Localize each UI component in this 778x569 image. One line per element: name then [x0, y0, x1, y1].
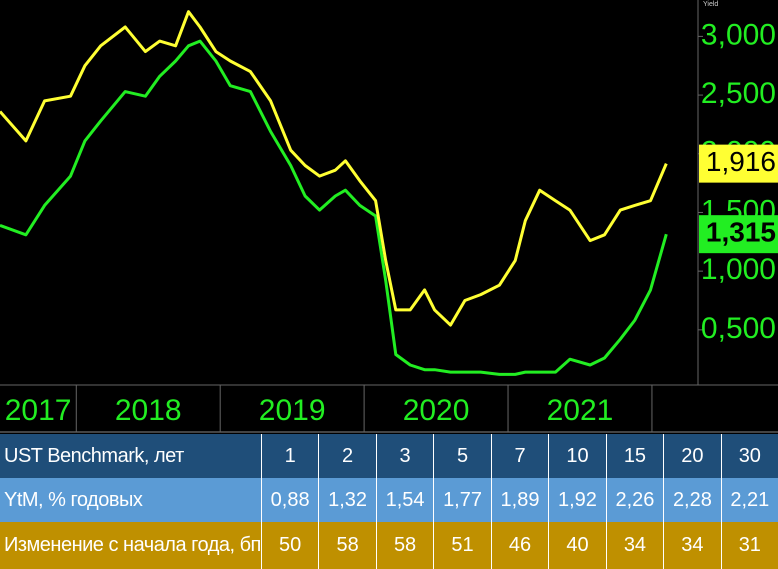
table-cell: 31 — [720, 522, 778, 569]
chart: Yield 0,5001,0001,5002,0002,5003,0002017… — [0, 0, 778, 434]
table-cell: 7 — [490, 434, 549, 478]
background — [0, 0, 778, 434]
table-cell: 1,32 — [318, 478, 377, 522]
table-cell: 1 — [260, 434, 319, 478]
table-cell: 30 — [720, 434, 778, 478]
last-value-box — [699, 144, 778, 183]
ust-table: UST Benchmark, лет 1 2 3 5 7 10 15 20 30 YtM, % г… — [0, 434, 778, 569]
table-cell: 40 — [548, 522, 607, 569]
table-cell: 34 — [605, 522, 664, 569]
y-tick-label: 2,500 — [701, 77, 776, 110]
table-cell: 1,89 — [490, 478, 549, 522]
table-cell: 20 — [663, 434, 722, 478]
y-axis-label: Yield — [703, 1, 718, 8]
table-cell: YtM, % годовых — [0, 478, 262, 522]
table-cell: 1,77 — [433, 478, 492, 522]
table-cell: 5 — [433, 434, 492, 478]
last-value-box — [699, 215, 778, 254]
table-cell: 1,54 — [375, 478, 434, 522]
table-cell: 0,88 — [260, 478, 319, 522]
table-cell: 2,26 — [605, 478, 664, 522]
table-cell: 1,92 — [548, 478, 607, 522]
table-cell: 58 — [318, 522, 377, 569]
y-tick-label: 1,000 — [701, 253, 776, 286]
series-line — [0, 10, 668, 327]
x-tick-label: 2017 — [5, 394, 72, 427]
table-cell: 50 — [260, 522, 319, 569]
table-cell: 2 — [318, 434, 377, 478]
y-tick-label: 0,500 — [701, 312, 776, 345]
last-value-tag: 1,315 — [699, 215, 778, 254]
table-cell: 51 — [433, 522, 492, 569]
table-cell: 2,28 — [663, 478, 722, 522]
last-value-label: 1,315 — [706, 217, 776, 248]
table-cell: 2,21 — [720, 478, 778, 522]
table-row: Изменение с начала года, бп 50 58 58 51 46 40 3… — [0, 522, 778, 569]
x-tick-label: 2019 — [259, 394, 326, 427]
last-value-tag: 1,916 — [699, 144, 778, 183]
series-line — [0, 39, 668, 376]
table-cell: 34 — [663, 522, 722, 569]
table-cell: 46 — [490, 522, 549, 569]
table-cell: 58 — [375, 522, 434, 569]
last-value-label: 1,916 — [706, 146, 776, 177]
table-cell: 10 — [548, 434, 607, 478]
table-cell: 15 — [605, 434, 664, 478]
y-tick-label: 3,000 — [701, 18, 776, 51]
x-tick-label: 2021 — [547, 394, 614, 427]
table-row: YtM, % годовых 0,88 1,32 1,54 1,77 1,89 1,92 2,… — [0, 478, 778, 522]
table-header: UST Benchmark, лет 1 2 3 5 7 10 15 20 30 — [0, 434, 778, 478]
x-tick-label: 2020 — [403, 394, 470, 427]
table-cell: UST Benchmark, лет — [0, 434, 262, 478]
x-tick-label: 2018 — [115, 394, 182, 427]
table-cell: Изменение с начала года, бп — [0, 522, 261, 569]
table-cell: 3 — [375, 434, 434, 478]
